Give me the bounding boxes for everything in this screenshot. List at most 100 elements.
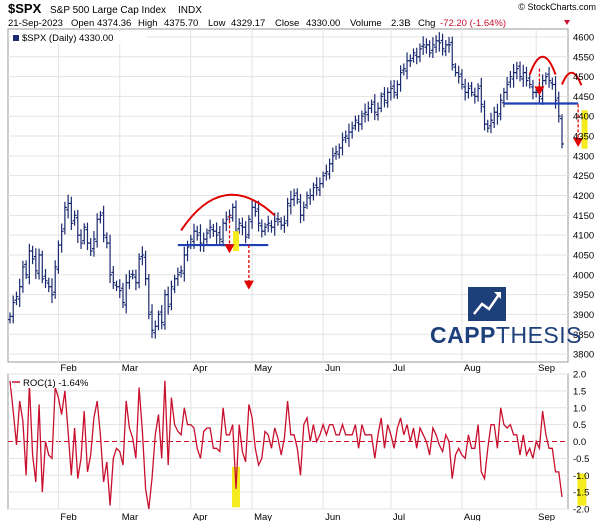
price-month-label: Jul [393,363,405,374]
ohlc-bar [292,188,297,207]
price-y-tick-label: 4400 [573,112,594,123]
price-legend-bg [11,32,147,44]
price-y-tick-label: 4200 [573,191,594,202]
ohlc-bar [304,191,309,209]
ohlc-bar [130,269,135,280]
ohlc-bar [379,92,384,113]
highlight-sep [581,110,588,149]
ohlc-bar [253,202,258,217]
trend-arrow-icon [473,292,502,315]
ohlc-bar [459,69,464,90]
ohlc-bar [488,112,493,134]
ohlc-bar [408,54,413,68]
ohlc-bar [11,295,16,324]
ohlc-bar [204,228,209,244]
drop-arrow-apr-1-head [224,244,235,254]
chg-label: Chg [418,18,435,29]
price-y-tick-label: 3850 [573,330,594,341]
capp-thesis-logo: CAPPTHESIS [430,287,582,348]
ohlc-bar [311,182,316,201]
price-x-axis: Feb Mar Apr May Jun Jul Aug Sep [60,363,555,374]
down-triangle-icon [564,20,570,25]
ohlc-bar [560,114,564,149]
ohlc-bar [175,267,180,286]
ohlc-bar [40,250,45,284]
ohlc-bar [324,164,329,181]
ohlc-bar [33,248,38,280]
ohlc-bar [398,65,403,92]
ohlc-bar [198,224,203,252]
roc-legend-bg [11,376,111,388]
roc-legend: ROC(1) -1.64% [23,378,89,389]
ohlc-bar [43,268,48,289]
ohlc-bar [159,305,164,330]
ohlc-bar [382,87,387,108]
ohlc-bar [440,33,445,56]
drop-arrow-sep-1-head [534,86,545,96]
roc-month-label: Apr [193,512,208,521]
high-label: High [138,18,158,29]
ohlc-bar [169,280,174,311]
ohlc-bar [179,265,184,278]
volume-value: 2.3B [391,18,411,29]
ohlc-bar [466,82,471,99]
price-y-tick-label: 4150 [573,211,594,222]
ohlc-bar [524,66,529,87]
roc-month-label: Jul [393,512,405,521]
ohlc-bar [62,201,67,235]
ohlc-bar [427,40,432,58]
arc-sep-1 [528,55,557,75]
ohlc-bar [237,218,242,234]
ohlc-bar [447,37,452,53]
exchange-label: INDX [178,5,202,16]
price-y-tick-label: 3900 [573,310,594,321]
ohlc-bar [88,238,93,257]
open-value: 4374.36 [97,18,131,29]
ohlc-bar [98,211,103,224]
ohlc-bar [469,81,474,97]
ohlc-bar [20,260,25,293]
price-legend-swatch [13,35,19,41]
ohlc-bar [485,119,490,133]
ohlc-bar [295,188,300,205]
credit-label: © StockCharts.com [518,2,596,12]
ohlc-bar [166,286,171,315]
brand-text: CAPPTHESIS [430,322,582,348]
ohlc-bar [450,36,455,71]
ohlc-bar [508,70,513,88]
price-panel: 3800 3850 3900 3950 4000 4050 4100 4150 4200 4250… [7,28,594,363]
ohlc-bar [411,48,416,63]
ohlc-bar [334,145,339,160]
ohlc-bar [505,76,510,101]
ohlc-bar [82,223,87,245]
ohlc-bar [343,130,348,144]
ohlc-bar [156,310,161,331]
roc-y-tick-label: -0.5 [573,454,589,465]
ohlc-bar [498,93,503,121]
price-month-label: Sep [538,363,555,374]
roc-y-tick-label: 0.5 [573,420,586,431]
drop-arrow-apr-2-head [243,280,254,290]
roc-month-label: Jun [325,512,340,521]
ohlc-bar [437,32,442,52]
roc-grid [8,373,568,510]
ohlc-bar [53,260,58,299]
ohlc-bar [127,270,132,290]
price-y-tick-label: 4550 [573,52,594,63]
price-month-label: Jun [325,363,340,374]
high-value: 4375.70 [164,18,198,29]
roc-y-tick-label: -2.0 [573,505,589,516]
ohlc-bar [91,231,96,257]
ohlc-bar [208,219,213,239]
ohlc-bar [150,304,155,339]
roc-line-group [9,380,563,510]
roc-month-label: Sep [538,512,555,521]
symbol-label: $SPX [8,1,42,16]
price-month-label: Apr [193,363,208,374]
ohlc-bar [108,234,113,284]
arc-apr [180,193,276,231]
ohlc-bar [69,196,74,231]
ohlc-bar [353,115,358,131]
ohlc-bar [246,215,251,239]
price-y-tick-label: 4450 [573,92,594,103]
